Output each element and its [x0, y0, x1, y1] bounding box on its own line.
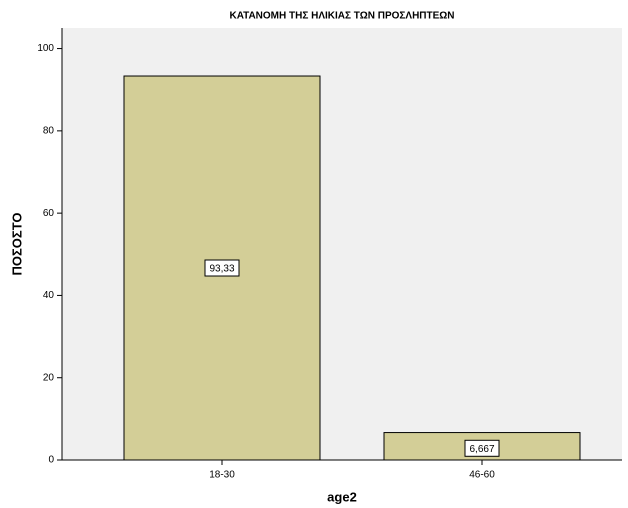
chart-title: ΚΑΤΑΝΟΜΗ ΤΗΣ ΗΛΙΚΙΑΣ ΤΩΝ ΠΡΟΣΛΗΠΤΕΩΝ	[229, 11, 454, 22]
x-axis-label: age2	[327, 489, 357, 504]
y-tick-label: 40	[43, 290, 55, 301]
y-tick-label: 80	[43, 125, 55, 136]
x-tick-label: 18-30	[209, 470, 235, 481]
y-tick-label: 0	[48, 455, 54, 466]
x-tick-label: 46-60	[469, 470, 495, 481]
y-tick-label: 20	[43, 372, 55, 383]
y-tick-label: 60	[43, 208, 55, 219]
y-axis-label: ΠΟΣΟΣΤΟ	[9, 212, 24, 275]
value-label-box	[464, 439, 500, 457]
value-label-box	[204, 259, 240, 277]
value-label: 93,33	[209, 264, 234, 275]
y-tick-label: 100	[37, 43, 54, 54]
value-label: 6,667	[469, 444, 494, 455]
